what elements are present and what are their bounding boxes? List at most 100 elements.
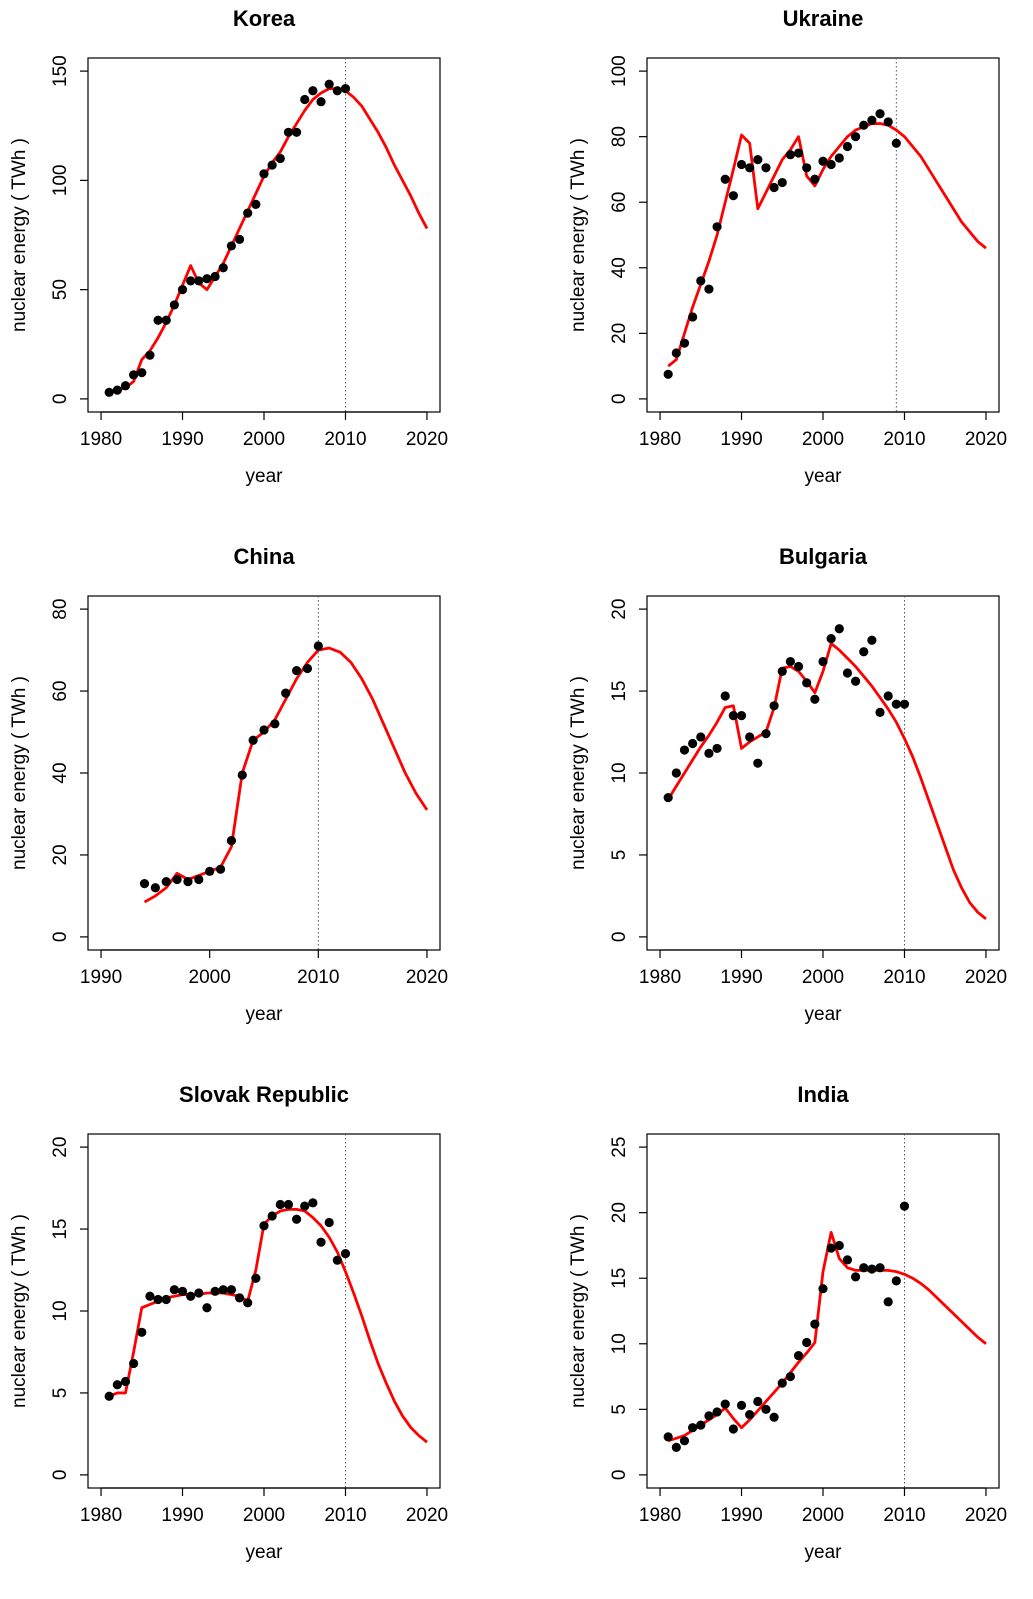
x-tick-label: 2020	[965, 429, 1007, 450]
x-tick-label: 2000	[243, 1505, 285, 1526]
x-tick-label: 2000	[802, 429, 844, 450]
y-tick-label: 15	[609, 680, 630, 701]
data-point	[283, 1199, 294, 1210]
data-point	[340, 83, 351, 94]
plot-frame	[646, 57, 1000, 413]
y-tick-label: 20	[50, 1137, 71, 1158]
x-tick-label: 2000	[189, 967, 231, 988]
y-tick-label: 20	[609, 1202, 630, 1223]
y-tick-label: 100	[50, 165, 71, 197]
data-point	[275, 1199, 285, 1210]
chart-title: Slovak Republic	[179, 1082, 349, 1107]
data-point	[793, 148, 804, 158]
data-point	[785, 656, 796, 667]
data-point	[177, 1286, 188, 1296]
y-tick-label: 5	[609, 850, 630, 861]
fit-line	[666, 642, 987, 920]
data-point	[316, 97, 326, 107]
data-point	[826, 159, 836, 170]
x-tick-label: 2000	[243, 429, 285, 450]
data-point	[291, 127, 302, 137]
data-point	[663, 1432, 673, 1442]
data-point	[104, 1391, 114, 1401]
data-point	[291, 665, 302, 676]
data-point	[810, 694, 820, 704]
x-tick-label: 1980	[639, 1505, 681, 1526]
y-tick-label: 15	[50, 1218, 71, 1239]
x-tick-label: 1990	[161, 1505, 203, 1526]
data-point	[324, 1217, 334, 1228]
data-point	[259, 1221, 269, 1231]
data-point	[859, 120, 869, 130]
data-point	[145, 1291, 155, 1301]
data-point	[332, 86, 342, 96]
x-tick-label: 1990	[720, 967, 762, 988]
data-point	[300, 1201, 310, 1211]
y-tick-label: 40	[50, 762, 71, 783]
data-point	[308, 1198, 318, 1208]
y-tick-label: 40	[609, 257, 630, 278]
y-tick-label: 0	[609, 1470, 630, 1481]
data-point	[243, 208, 253, 218]
data-point	[818, 1284, 828, 1294]
x-axis-label: year	[246, 1542, 284, 1563]
data-point	[842, 141, 853, 152]
data-point	[867, 115, 877, 125]
data-point	[802, 163, 812, 173]
data-point	[324, 79, 334, 89]
data-point	[120, 1376, 131, 1387]
data-point	[281, 688, 291, 698]
x-tick-label: 1990	[80, 967, 122, 988]
data-point	[736, 159, 747, 170]
data-point	[688, 1423, 698, 1433]
x-tick-label: 1990	[161, 429, 203, 450]
data-point	[891, 699, 901, 709]
data-point	[704, 284, 714, 294]
data-point	[712, 222, 722, 232]
y-axis-label: nuclear energy ( TWh )	[9, 138, 30, 332]
y-tick-label: 25	[609, 1137, 630, 1158]
data-point	[688, 738, 698, 749]
data-point	[194, 276, 204, 286]
data-point	[745, 1409, 755, 1420]
y-tick-label: 0	[609, 932, 630, 943]
data-point	[316, 1237, 326, 1247]
data-point	[251, 1273, 261, 1283]
data-point	[777, 1378, 787, 1388]
data-point	[712, 743, 722, 754]
y-tick-label: 80	[609, 126, 630, 147]
x-tick-label: 2020	[406, 1505, 448, 1526]
data-point	[679, 1436, 690, 1446]
y-tick-label: 0	[609, 394, 630, 405]
data-point	[267, 160, 277, 170]
data-point	[112, 1380, 122, 1390]
data-point	[785, 1371, 796, 1382]
data-point	[834, 153, 844, 163]
x-tick-label: 2020	[965, 967, 1007, 988]
data-point	[308, 86, 318, 96]
y-tick-label: 0	[50, 932, 71, 943]
y-tick-label: 5	[50, 1388, 71, 1399]
x-tick-label: 2000	[802, 1505, 844, 1526]
data-point	[810, 1319, 820, 1329]
data-point	[153, 1294, 163, 1305]
data-point	[679, 338, 690, 348]
data-point	[291, 1214, 302, 1224]
data-point	[769, 1412, 779, 1422]
data-point	[875, 707, 885, 717]
y-tick-label: 80	[50, 599, 71, 620]
x-tick-label: 2000	[802, 967, 844, 988]
data-point	[761, 163, 771, 173]
data-point	[802, 1337, 812, 1348]
data-point	[704, 1411, 714, 1421]
data-point	[785, 150, 796, 160]
data-point	[842, 1255, 853, 1265]
data-point	[891, 138, 901, 148]
data-point	[859, 1263, 869, 1273]
y-tick-label: 60	[50, 680, 71, 701]
data-point	[259, 169, 269, 179]
y-axis-label: nuclear energy ( TWh )	[9, 676, 30, 870]
data-point	[688, 312, 698, 322]
data-point	[826, 1243, 836, 1253]
